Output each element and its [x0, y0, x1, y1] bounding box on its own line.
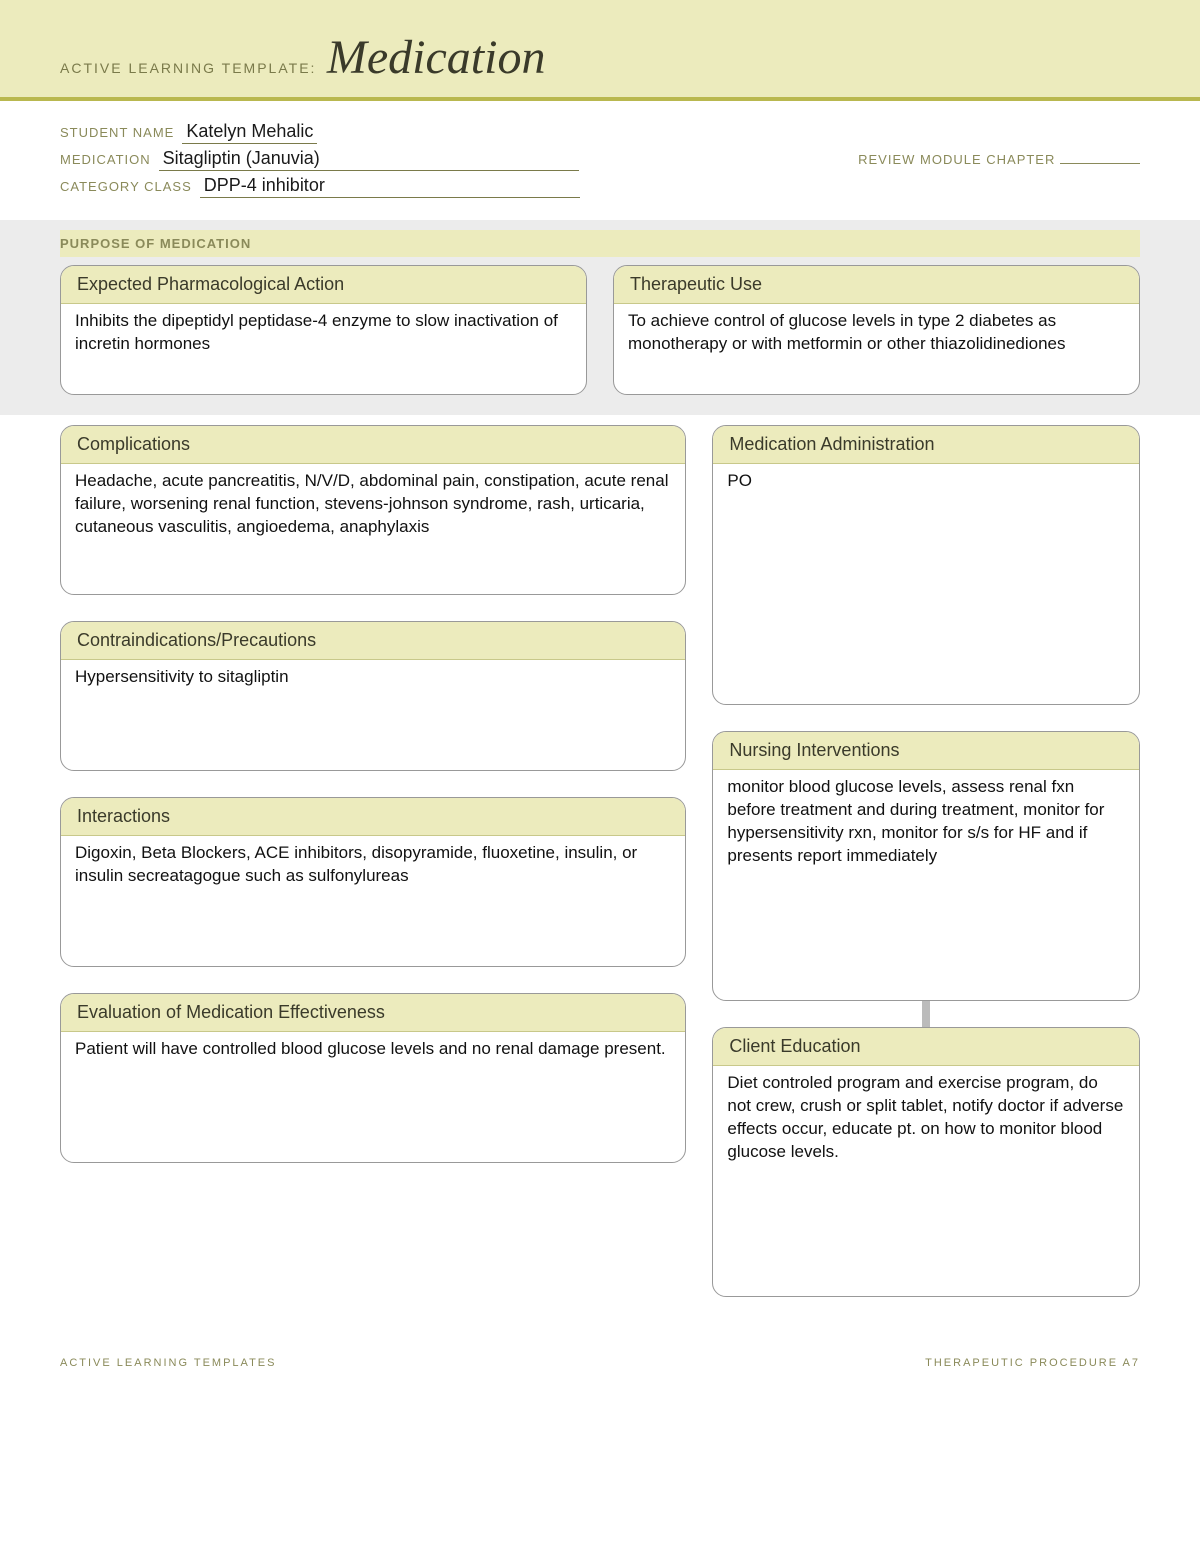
- medication-label: MEDICATION: [60, 152, 151, 167]
- evaluation-body: Patient will have controlled blood gluco…: [61, 1032, 685, 1162]
- contraindications-card: Contraindications/Precautions Hypersensi…: [60, 621, 686, 771]
- student-label: STUDENT NAME: [60, 125, 174, 140]
- footer: ACTIVE LEARNING TEMPLATES THERAPEUTIC PR…: [0, 1357, 1200, 1399]
- review-blank-line: [1060, 163, 1140, 164]
- client-ed-card: Client Education Diet controled program …: [712, 1027, 1140, 1297]
- template-title: Medication: [327, 30, 546, 85]
- category-label: CATEGORY CLASS: [60, 179, 192, 194]
- administration-card: Medication Administration PO: [712, 425, 1140, 705]
- category-value: DPP-4 inhibitor: [200, 175, 580, 198]
- pharm-action-title: Expected Pharmacological Action: [61, 266, 586, 304]
- student-value: Katelyn Mehalic: [182, 121, 317, 144]
- administration-body: PO: [713, 464, 1139, 704]
- complications-card: Complications Headache, acute pancreatit…: [60, 425, 686, 595]
- nursing-card: Nursing Interventions monitor blood gluc…: [712, 731, 1140, 1001]
- contraindications-body: Hypersensitivity to sitagliptin: [61, 660, 685, 770]
- meta-block: STUDENT NAME Katelyn Mehalic MEDICATION …: [0, 101, 1200, 216]
- purpose-section: PURPOSE OF MEDICATION Expected Pharmacol…: [0, 220, 1200, 415]
- contraindications-title: Contraindications/Precautions: [61, 622, 685, 660]
- pharm-action-body: Inhibits the dipeptidyl peptidase-4 enzy…: [61, 304, 586, 394]
- footer-left: ACTIVE LEARNING TEMPLATES: [60, 1357, 276, 1369]
- template-prefix: ACTIVE LEARNING TEMPLATE:: [60, 60, 316, 76]
- evaluation-title: Evaluation of Medication Effectiveness: [61, 994, 685, 1032]
- spacer: [712, 705, 1140, 731]
- header-band: ACTIVE LEARNING TEMPLATE: Medication: [0, 0, 1200, 101]
- administration-title: Medication Administration: [713, 426, 1139, 464]
- nursing-body: monitor blood glucose levels, assess ren…: [713, 770, 1139, 1000]
- footer-right: THERAPEUTIC PROCEDURE A7: [925, 1357, 1140, 1369]
- complications-body: Headache, acute pancreatitis, N/V/D, abd…: [61, 464, 685, 594]
- therapeutic-title: Therapeutic Use: [614, 266, 1139, 304]
- connector-line: [922, 1001, 930, 1027]
- review-label-text: REVIEW MODULE CHAPTER: [858, 152, 1055, 167]
- complications-title: Complications: [61, 426, 685, 464]
- purpose-label: PURPOSE OF MEDICATION: [60, 230, 1140, 257]
- pharm-action-card: Expected Pharmacological Action Inhibits…: [60, 265, 587, 395]
- therapeutic-card: Therapeutic Use To achieve control of gl…: [613, 265, 1140, 395]
- medication-value: Sitagliptin (Januvia): [159, 148, 579, 171]
- main-content: Complications Headache, acute pancreatit…: [0, 415, 1200, 1357]
- client-ed-body: Diet controled program and exercise prog…: [713, 1066, 1139, 1296]
- interactions-card: Interactions Digoxin, Beta Blockers, ACE…: [60, 797, 686, 967]
- interactions-body: Digoxin, Beta Blockers, ACE inhibitors, …: [61, 836, 685, 966]
- review-label: REVIEW MODULE CHAPTER: [858, 152, 1140, 167]
- client-ed-title: Client Education: [713, 1028, 1139, 1066]
- therapeutic-body: To achieve control of glucose levels in …: [614, 304, 1139, 394]
- interactions-title: Interactions: [61, 798, 685, 836]
- nursing-title: Nursing Interventions: [713, 732, 1139, 770]
- evaluation-card: Evaluation of Medication Effectiveness P…: [60, 993, 686, 1163]
